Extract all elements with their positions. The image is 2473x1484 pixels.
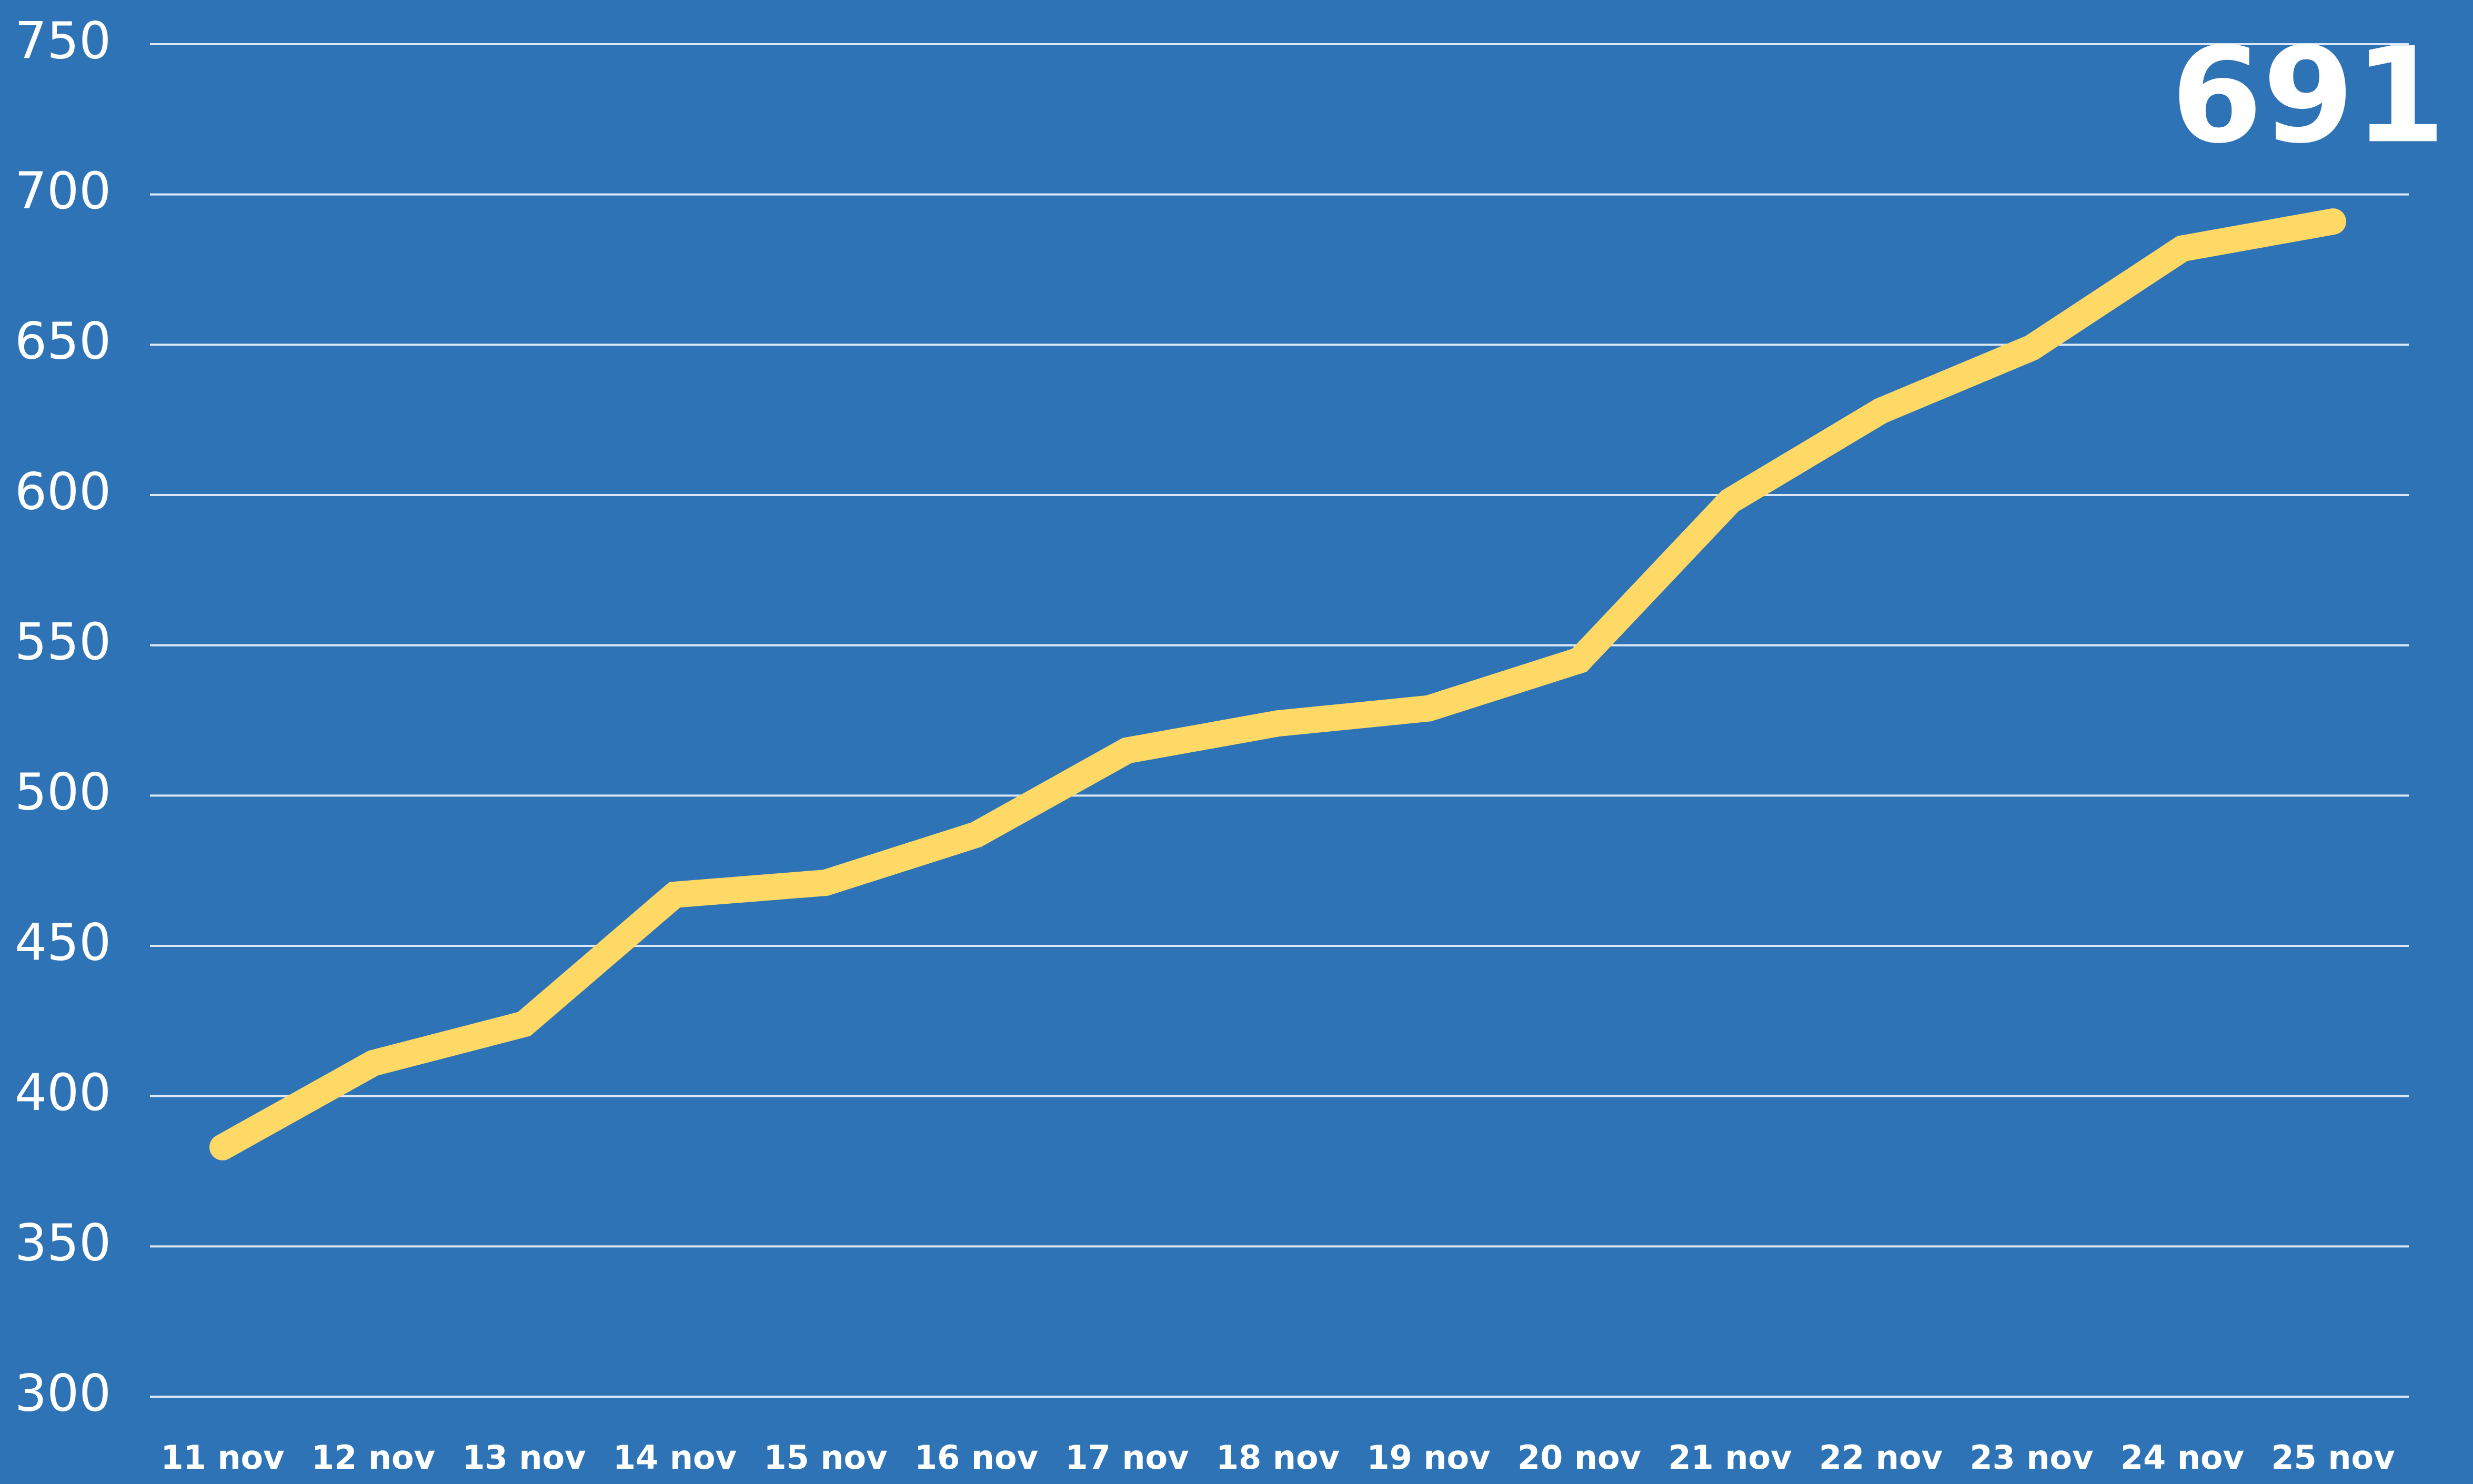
x-tick-label: 18 nov <box>1216 1438 1340 1477</box>
value-annotation: 691 <box>2171 19 2446 172</box>
x-tick-label: 13 nov <box>462 1438 586 1477</box>
y-tick-label: 600 <box>15 462 111 521</box>
x-tick-label: 24 nov <box>2120 1438 2244 1477</box>
data-line <box>209 208 2346 1160</box>
x-tick-label: 22 nov <box>1819 1438 1943 1477</box>
x-tick-label: 23 nov <box>1969 1438 2093 1477</box>
x-tick-label: 11 nov <box>160 1438 284 1477</box>
y-tick-label: 450 <box>15 913 111 972</box>
x-tick-label: 15 nov <box>763 1438 887 1477</box>
y-tick-label: 550 <box>15 612 111 671</box>
y-tick-label: 500 <box>15 763 111 822</box>
y-tick-label: 650 <box>15 312 111 371</box>
x-tick-label: 12 nov <box>311 1438 435 1477</box>
x-tick-label: 16 nov <box>914 1438 1038 1477</box>
x-tick-label: 20 nov <box>1517 1438 1641 1477</box>
y-tick-label: 750 <box>15 11 111 70</box>
x-tick-label: 17 nov <box>1065 1438 1189 1477</box>
y-tick-label: 400 <box>15 1063 111 1122</box>
y-tick-label: 300 <box>15 1364 111 1422</box>
x-tick-label: 19 nov <box>1366 1438 1490 1477</box>
y-tick-label: 350 <box>15 1214 111 1273</box>
x-tick-label: 21 nov <box>1668 1438 1792 1477</box>
x-tick-label: 25 nov <box>2271 1438 2395 1477</box>
y-tick-label: 700 <box>15 161 111 220</box>
x-tick-label: 14 nov <box>613 1438 737 1477</box>
